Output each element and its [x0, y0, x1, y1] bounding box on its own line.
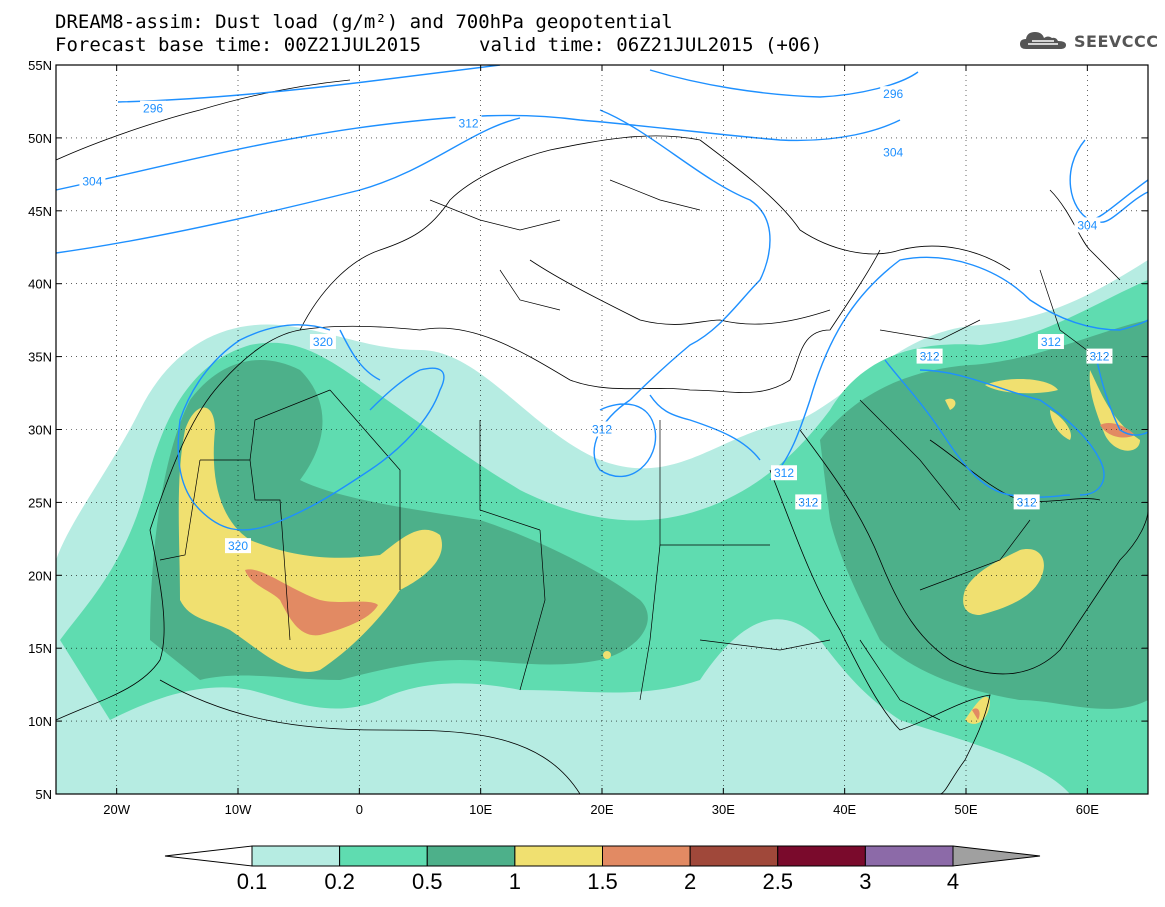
cloud-icon: [1020, 32, 1066, 49]
x-tick-label: 20W: [103, 802, 130, 817]
contour-labels: 2962963043043043123123123123123123123123…: [79, 86, 1113, 554]
y-tick-label: 45N: [28, 204, 52, 219]
contour-label: 312: [1041, 335, 1061, 349]
title-line-2: Forecast base time: 00Z21JUL2015 valid ti…: [55, 34, 822, 56]
dust-band-1.5: [245, 569, 378, 636]
colorbar-box: [426, 845, 516, 867]
country-borders: [159, 179, 1101, 721]
colorbar-box: [864, 845, 954, 867]
contour-label-bg: [455, 115, 482, 131]
x-tick-label: 40E: [833, 802, 856, 817]
dust-band-1.0-arabia: [963, 549, 1044, 615]
y-tick-label: 25N: [28, 495, 52, 510]
colorbar-label: 2: [684, 869, 696, 894]
geopotential-contours: [56, 65, 1148, 531]
coastlines: [56, 79, 1148, 794]
y-tick-label: 55N: [28, 58, 52, 73]
dust-band-0.5-east: [820, 320, 1148, 709]
contour-label: 304: [82, 175, 102, 189]
colorbar-left-arrow: [164, 845, 253, 867]
x-tick-label: 0: [356, 802, 363, 817]
base-time: Forecast base time: 00Z21JUL2015: [55, 34, 422, 56]
contour-label-bg: [309, 334, 336, 350]
colorbar-label: 1: [509, 869, 521, 894]
colorbar-label: 0.2: [324, 869, 355, 894]
y-tick-label: 35N: [28, 350, 52, 365]
contour-label: 312: [798, 495, 818, 509]
contour-label-bg: [1037, 334, 1064, 350]
contour-label: 320: [228, 539, 248, 553]
y-tick-label: 15N: [28, 641, 52, 656]
colorbar-box: [339, 845, 428, 867]
colorbar-box: [689, 845, 779, 867]
colorbar-label: 3: [859, 869, 871, 894]
axis-labels: 20W 10W 0 10E 20E 30E 40E 50E 60E 55N 50N 45N 40N 35N…: [28, 58, 1099, 817]
x-tick-label: 20E: [590, 802, 613, 817]
colorbar-box: [777, 845, 866, 867]
contour-label: 312: [1089, 350, 1109, 364]
x-tick-label: 10W: [225, 802, 252, 817]
contour-label-bg: [79, 173, 106, 189]
colorbar-box: [514, 845, 603, 867]
contour-label-bg: [1013, 494, 1040, 510]
contour-label: 312: [592, 423, 612, 437]
colorbar-label: 2.5: [762, 869, 793, 894]
y-tick-label: 5N: [35, 787, 52, 802]
contour-label-bg: [1086, 348, 1113, 364]
x-tick-label: 50E: [954, 802, 977, 817]
y-tick-label: 10N: [28, 714, 52, 729]
colorbar-label: 1.5: [587, 869, 618, 894]
logo-text: SEEVCCC: [1074, 31, 1159, 51]
contour-label-bg: [589, 421, 615, 437]
dust-band-1.0-iran: [945, 370, 1140, 451]
title-line-1: DREAM8-assim: Dust load (g/m²) and 700hP…: [55, 11, 673, 33]
dust-fields: [56, 260, 1148, 794]
colorbar: 0.1 0.2 0.5 1 1.5 2 2.5 3 4: [164, 845, 1041, 894]
contour-label-bg: [880, 144, 907, 160]
contour-label-bg: [1074, 217, 1101, 233]
y-tick-label: 50N: [28, 131, 52, 146]
axis-ticks: [56, 64, 1148, 795]
y-tick-label: 40N: [28, 277, 52, 292]
y-tick-label: 20N: [28, 568, 52, 583]
contour-label-bg: [771, 465, 797, 481]
contour-label-bg: [140, 100, 167, 116]
contour-label: 312: [774, 466, 794, 480]
x-tick-label: 10E: [469, 802, 492, 817]
y-tick-label: 30N: [28, 423, 52, 438]
colorbar-label: 0.5: [412, 869, 443, 894]
contour-label: 304: [883, 145, 903, 159]
colorbar-box: [602, 845, 691, 867]
contour-label: 296: [143, 102, 163, 116]
contour-label-bg: [795, 494, 822, 510]
colorbar-label: 4: [947, 869, 959, 894]
colorbar-label: 0.1: [237, 869, 268, 894]
contour-label-bg: [916, 348, 943, 364]
seevccc-logo: SEEVCCC: [1018, 28, 1159, 54]
colorbar-right-arrow: [952, 845, 1041, 867]
x-tick-label: 30E: [712, 802, 735, 817]
contour-label: 312: [459, 116, 479, 130]
colorbar-box: [251, 845, 341, 867]
x-tick-label: 60E: [1076, 802, 1099, 817]
contour-label-bg: [880, 86, 907, 102]
contour-label: 312: [920, 350, 940, 364]
contour-label: 320: [313, 335, 333, 349]
lat-lon-grid: [56, 65, 1148, 794]
contour-label: 296: [883, 87, 903, 101]
valid-time: valid time: 06Z21JUL2015 (+06): [479, 34, 823, 56]
